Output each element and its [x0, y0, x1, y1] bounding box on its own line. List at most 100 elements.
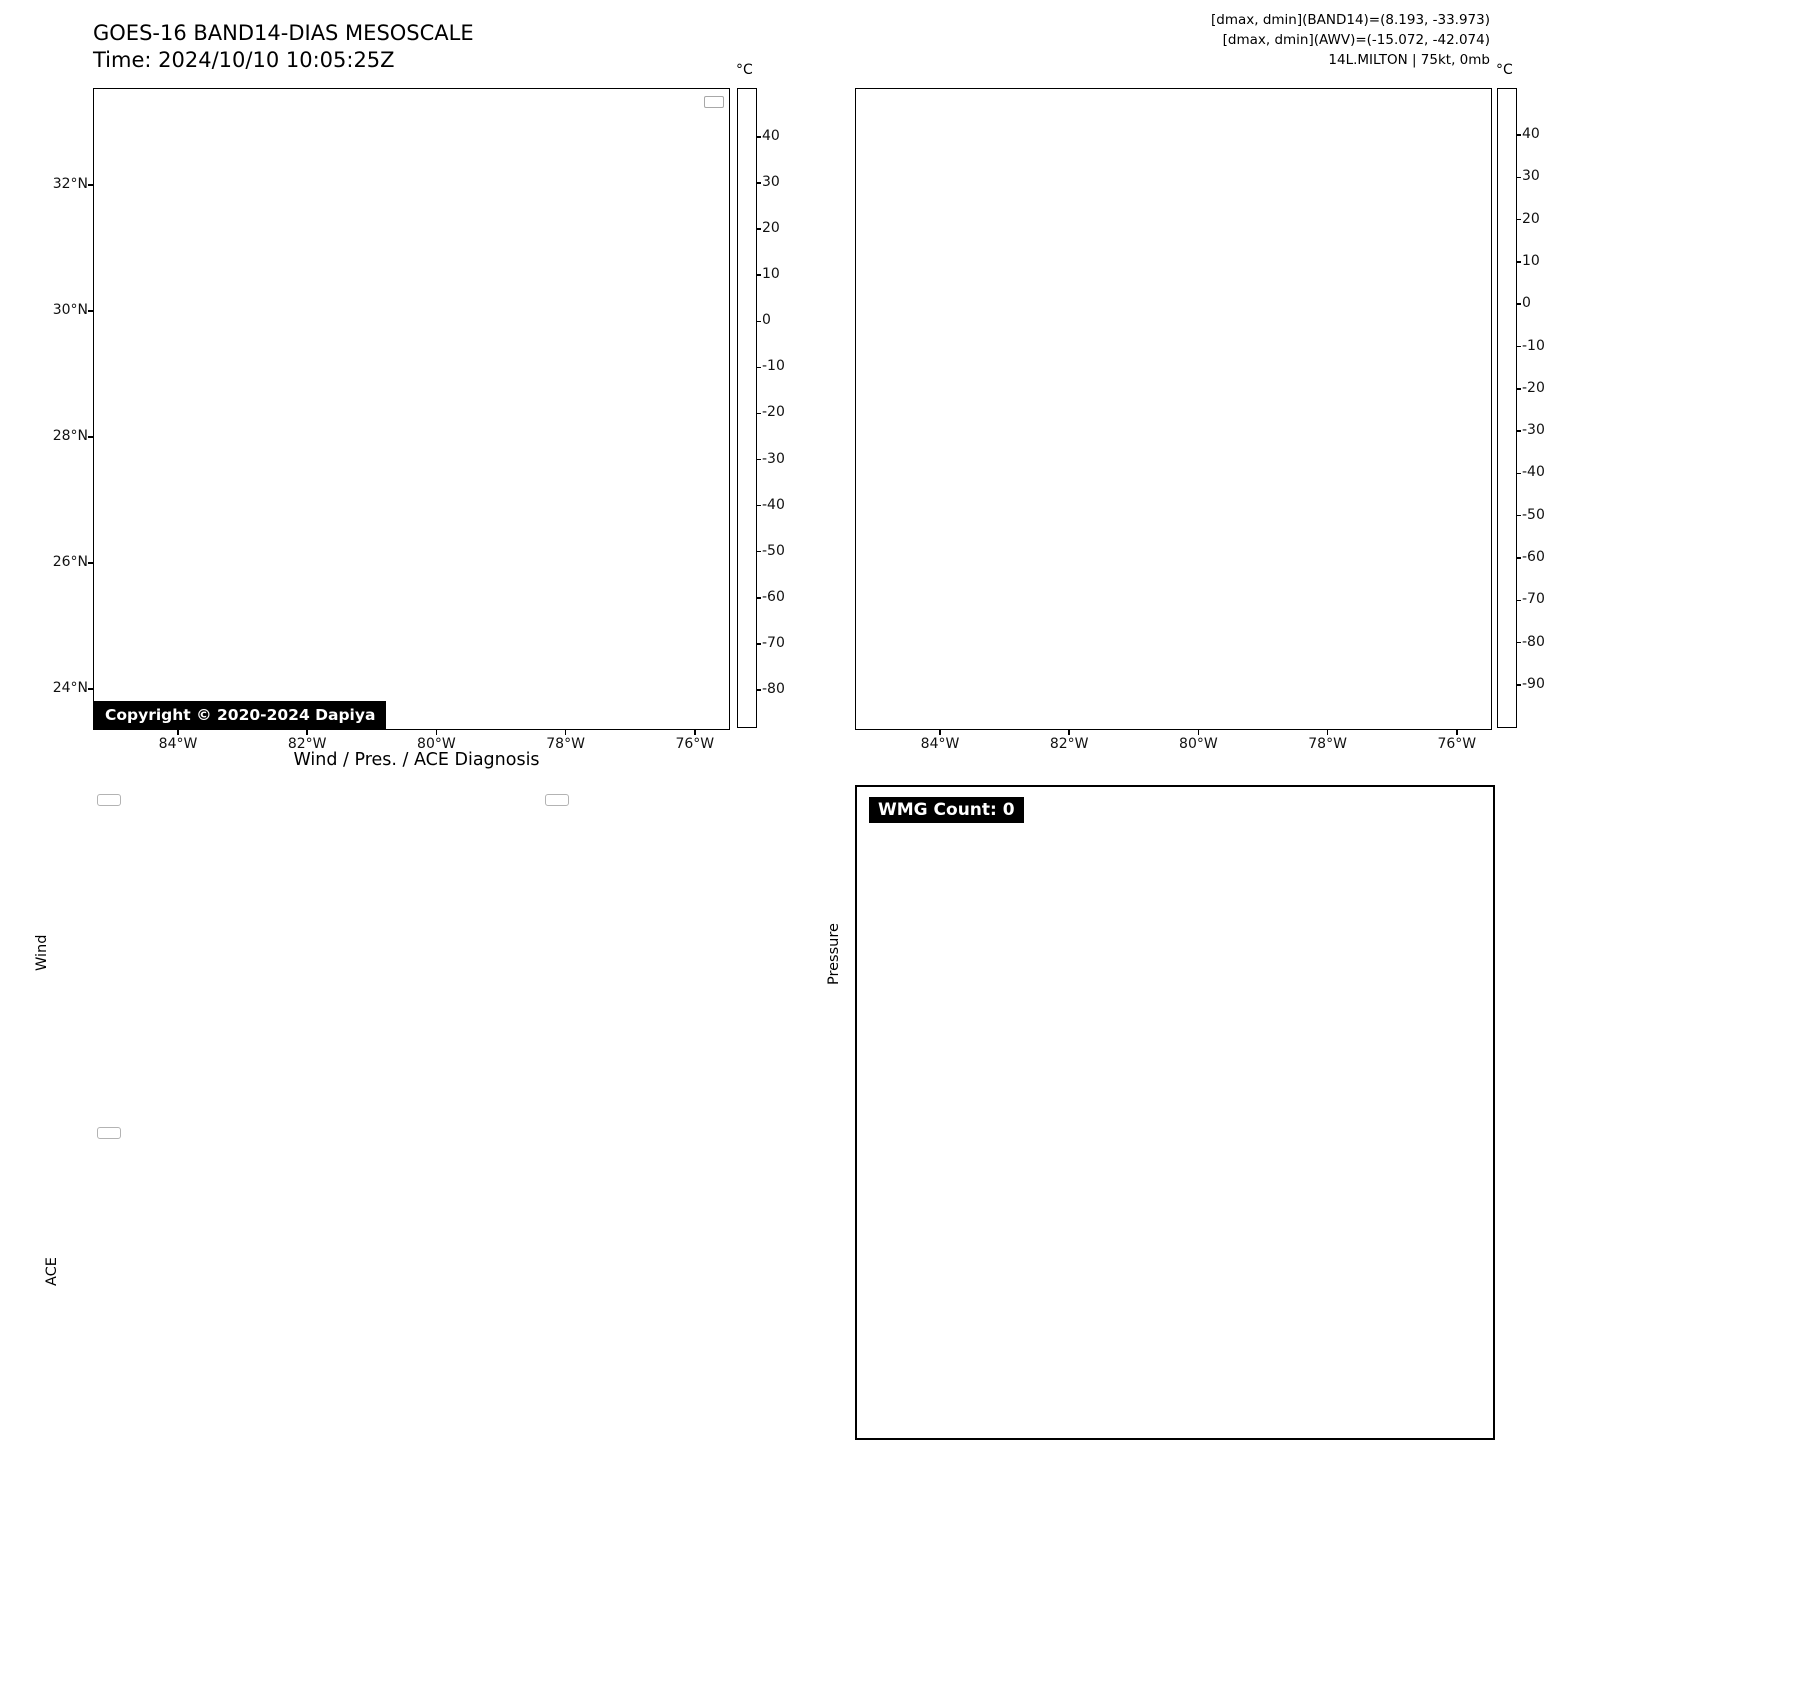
awv-colorbar-tick: -70 [1522, 591, 1545, 608]
awv-header-line2: [dmax, dmin](AWV)=(-15.072, -42.074) [1222, 32, 1490, 48]
band14-lat-tick: 30°N [52, 302, 88, 318]
band14-colorbar-tick: -40 [762, 496, 785, 513]
awv-lon-tickmark [1326, 730, 1329, 735]
band14-colorbar-gradient [738, 89, 756, 727]
band14-colorbar-tickmark [757, 366, 761, 369]
band14-colorbar-tick: -50 [762, 542, 785, 559]
band14-lat-tickmark [88, 310, 93, 312]
awv-lon-tickmark [939, 730, 941, 735]
awv-header-line3: 14L.MILTON | 75kt, 0mb [1328, 52, 1490, 68]
band14-lat-tickmark [88, 562, 93, 564]
band14-lat-tick: 28°N [52, 428, 88, 444]
band14-map: Copyright © 2020-2024 Dapiya [93, 88, 730, 730]
awv-colorbar-tickmark [1517, 218, 1521, 221]
awv-colorbar-tick: 30 [1522, 168, 1540, 185]
awv-lat-tick: 32°N [860, 178, 893, 193]
wmg-satellite-image [857, 787, 1493, 1438]
awv-lat-tick: 26°N [860, 556, 893, 571]
band14-satellite-image [94, 89, 729, 729]
band14-title-line1: GOES-16 BAND14-DIAS MESOSCALE [93, 21, 474, 45]
band14-lat-tick: 24°N [52, 680, 88, 696]
awv-colorbar-tick: -10 [1522, 337, 1545, 354]
awv-colorbar-tickmark [1517, 261, 1521, 263]
band14-colorbar-tick: -20 [762, 404, 785, 421]
band14-colorbar-tick: 20 [762, 220, 780, 237]
awv-colorbar [1497, 88, 1517, 728]
awv-colorbar-tickmark [1517, 430, 1521, 432]
wind-legend [97, 794, 121, 806]
awv-header-line1: [dmax, dmin](BAND14)=(8.193, -33.973) [1210, 12, 1490, 28]
band14-colorbar-tickmark [757, 136, 761, 138]
band14-title-line2: Time: 2024/10/10 10:05:25Z [93, 48, 395, 72]
band14-title: GOES-16 BAND14-DIAS MESOSCALE Time: 2024… [93, 20, 474, 74]
band14-colorbar-tickmark [757, 643, 761, 645]
diagnosis-charts [0, 745, 860, 1505]
awv-colorbar-unit: °C [1496, 62, 1513, 78]
band14-colorbar-tick: 30 [762, 174, 780, 191]
awv-lon-tickmark [1068, 730, 1070, 735]
band14-lat-tickmark [88, 688, 93, 690]
awv-colorbar-tickmark [1517, 345, 1521, 348]
band14-colorbar-tick: 10 [762, 266, 780, 283]
awv-colorbar-tick: 40 [1522, 126, 1540, 142]
awv-lon-tickmark [1456, 730, 1458, 735]
awv-lon-tick: 80°W [1179, 736, 1218, 752]
awv-colorbar-tick: -60 [1522, 549, 1545, 565]
band14-lon-tickmark [306, 730, 308, 735]
band14-colorbar-tick: -30 [762, 450, 785, 467]
awv-colorbar-tickmark [1517, 641, 1521, 644]
awv-lat-tick: 28°N [860, 430, 893, 445]
band14-colorbar-tickmark [757, 550, 761, 553]
awv-colorbar-tickmark [1517, 599, 1521, 602]
wmg-count-label: WMG Count: 0 [869, 797, 1024, 823]
band14-colorbar-tick: -80 [762, 680, 785, 697]
band14-lon-tick: 84°W [158, 736, 198, 752]
band14-lon-tick: 78°W [546, 736, 585, 752]
awv-colorbar-tick: -90 [1522, 675, 1545, 692]
band14-colorbar-tickmark [757, 182, 761, 184]
band14-lat-tick: 32°N [52, 176, 88, 192]
band14-colorbar-tick: -70 [762, 634, 785, 651]
band14-colorbar-tickmark [757, 597, 761, 599]
awv-header: [dmax, dmin](BAND14)=(8.193, -33.973) [d… [1040, 10, 1490, 70]
awv-colorbar-gradient [1498, 89, 1516, 727]
diagnosis-title: Wind / Pres. / ACE Diagnosis [293, 750, 540, 770]
band14-lon-tickmark [564, 730, 567, 735]
awv-lon-tick: 78°W [1308, 736, 1347, 752]
band14-lon-tick: 76°W [675, 736, 715, 752]
band14-colorbar-tickmark [757, 228, 761, 230]
awv-colorbar-tick: -80 [1522, 633, 1545, 650]
awv-satellite-image [856, 89, 1491, 729]
band14-colorbar-tick: 40 [762, 128, 780, 144]
band14-lat-tick: 26°N [52, 554, 88, 570]
band14-colorbar-tickmark [757, 412, 761, 415]
band14-map-legend [704, 96, 724, 108]
awv-colorbar-tick: -50 [1522, 506, 1545, 523]
band14-colorbar-tick: 0 [762, 312, 771, 329]
band14-colorbar-unit: °C [736, 62, 753, 78]
awv-colorbar-tick: -30 [1522, 422, 1545, 439]
awv-colorbar-tick: -40 [1522, 464, 1545, 481]
awv-colorbar-tickmark [1517, 557, 1521, 559]
band14-colorbar-tickmark [757, 458, 761, 461]
band14-colorbar-tick: -10 [762, 358, 785, 375]
copyright-label: Copyright © 2020-2024 Dapiya [94, 701, 387, 729]
band14-colorbar [737, 88, 757, 728]
ace-legend [97, 1127, 121, 1139]
awv-colorbar-tick: 20 [1522, 210, 1540, 227]
awv-colorbar-tickmark [1517, 134, 1521, 136]
band14-colorbar-tickmark [757, 320, 761, 323]
awv-map: 32°N 30°N 28°N 26°N 24°N [855, 88, 1492, 730]
awv-lon-tick: 76°W [1437, 736, 1477, 752]
awv-lat-tick: 24°N [860, 682, 893, 697]
awv-colorbar-tick: 0 [1522, 295, 1531, 312]
band14-lon-tick: 80°W [417, 736, 456, 752]
wmg-panel: WMG Count: 0 [855, 785, 1495, 1440]
awv-colorbar-tick: -20 [1522, 379, 1545, 396]
awv-colorbar-tickmark [1517, 514, 1521, 517]
awv-colorbar-tickmark [1517, 472, 1521, 475]
band14-lon-tickmark [435, 730, 438, 735]
band14-colorbar-tickmark [757, 274, 761, 276]
band14-colorbar-tickmark [757, 689, 761, 691]
band14-lat-tickmark [88, 436, 93, 438]
